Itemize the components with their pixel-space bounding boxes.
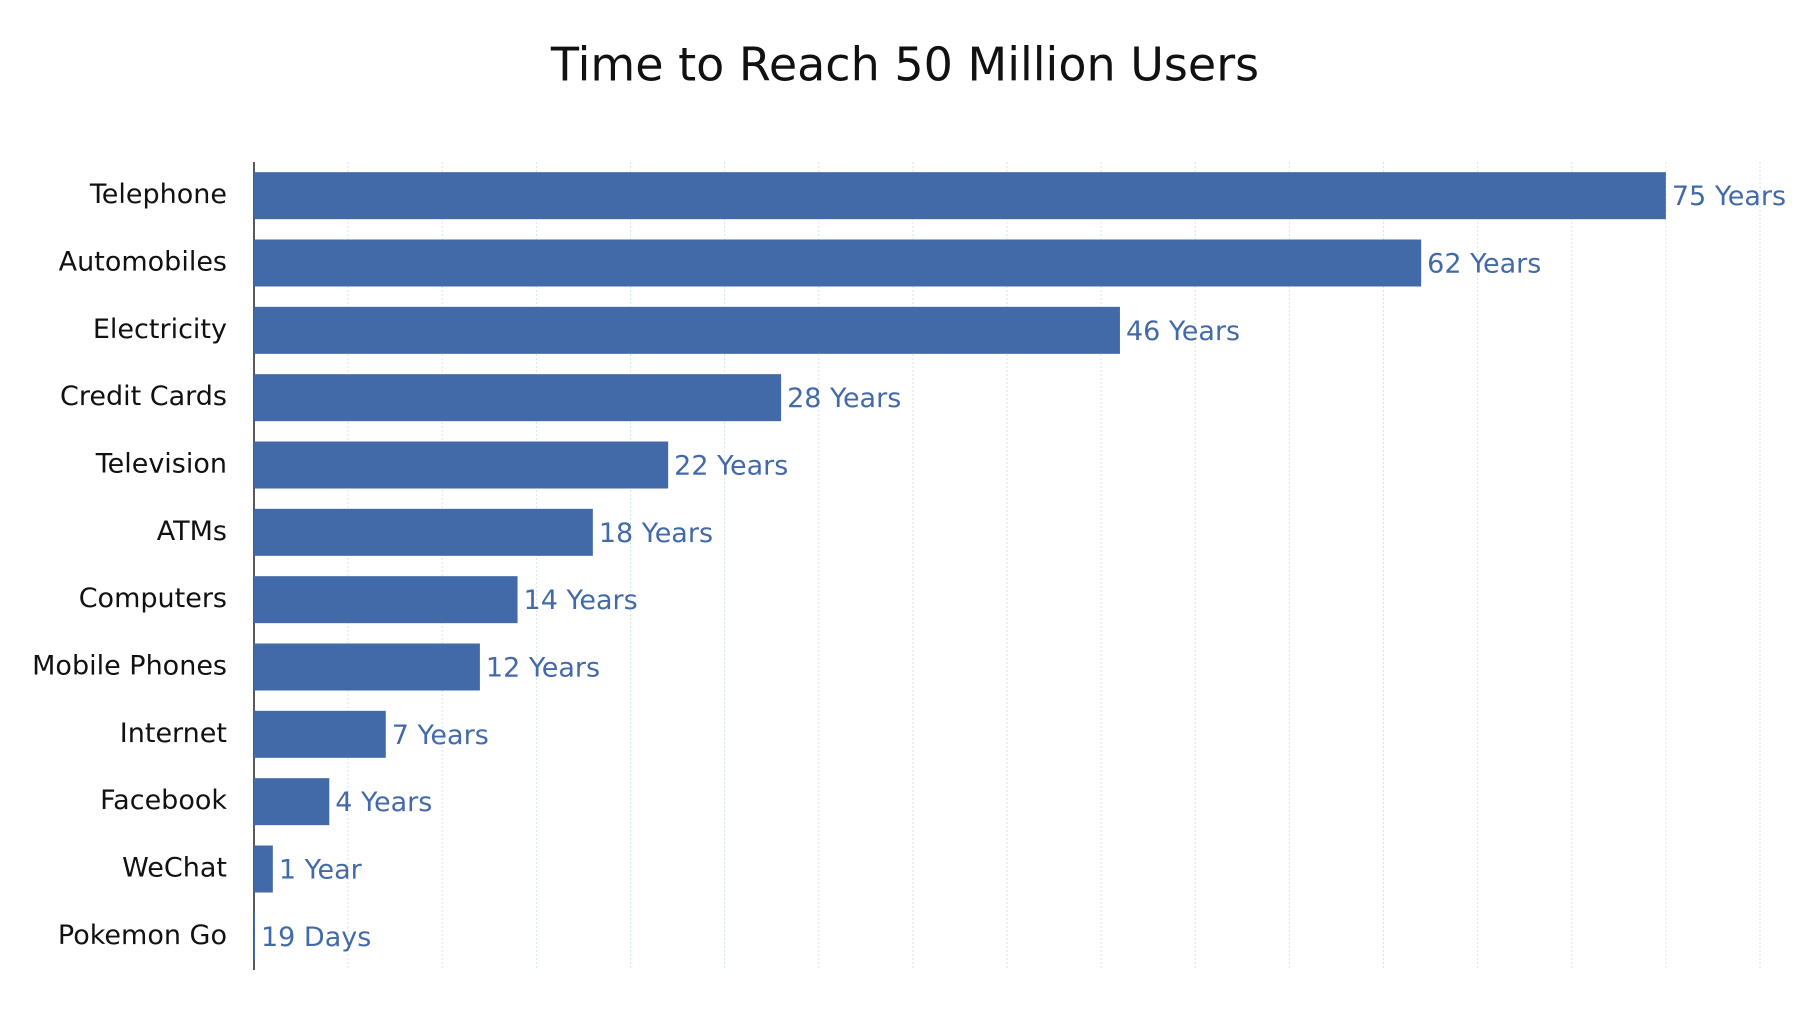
value-label: 62 Years	[1427, 249, 1541, 280]
y-tick-label: Pokemon Go	[58, 920, 227, 951]
bar	[254, 441, 669, 489]
y-tick-label: Facebook	[100, 785, 227, 816]
value-label: 1 Year	[279, 855, 363, 886]
value-label: 46 Years	[1126, 316, 1240, 347]
value-label: 4 Years	[335, 787, 432, 818]
y-tick-label: Credit Cards	[60, 381, 227, 412]
value-label: 12 Years	[486, 653, 600, 684]
bar	[254, 912, 255, 960]
y-tick-label: Electricity	[93, 314, 227, 345]
y-tick-label: ATMs	[157, 516, 227, 547]
value-label: 28 Years	[787, 383, 901, 414]
bar	[254, 374, 782, 422]
chart-title: Time to Reach 50 Million Users	[550, 38, 1259, 92]
y-tick-label: Telephone	[89, 179, 227, 210]
bar	[254, 710, 386, 758]
value-label: 14 Years	[524, 585, 638, 616]
value-label: 18 Years	[599, 518, 713, 549]
y-tick-label: WeChat	[122, 853, 227, 884]
y-tick-label: Computers	[79, 583, 227, 614]
bar	[254, 239, 1422, 287]
y-tick-label: Mobile Phones	[32, 651, 227, 682]
bar	[254, 643, 480, 691]
value-label: 7 Years	[392, 720, 489, 751]
bar	[254, 172, 1666, 220]
y-tick-label: Internet	[120, 718, 227, 749]
bar	[254, 576, 518, 624]
bar	[254, 845, 273, 893]
bar	[254, 778, 330, 826]
bar	[254, 508, 593, 556]
bar	[254, 306, 1120, 354]
y-tick-label: Automobiles	[59, 247, 227, 278]
value-label: 22 Years	[674, 451, 788, 482]
y-tick-label: Television	[95, 449, 227, 480]
value-label: 75 Years	[1672, 181, 1786, 212]
value-label: 19 Days	[261, 922, 371, 953]
